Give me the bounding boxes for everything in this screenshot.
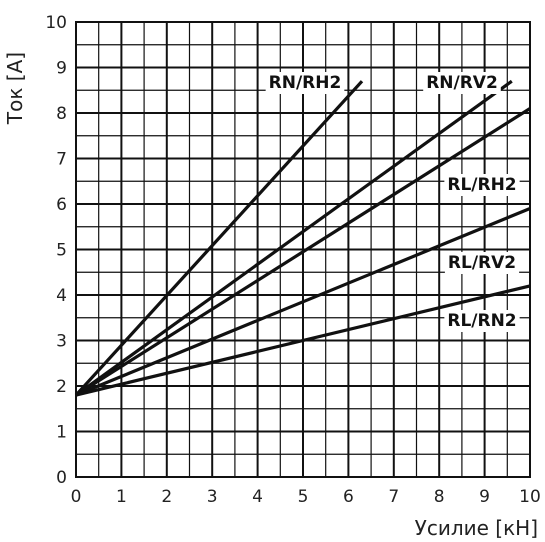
x-tick-label: 9: [479, 487, 490, 507]
y-tick-label: 10: [45, 13, 67, 33]
y-tick-label: 7: [56, 150, 67, 170]
series-label-background: [423, 72, 501, 94]
series-label-background: [444, 252, 520, 274]
plot-frame: [75, 21, 531, 478]
series-line-rn-rv2: [75, 79, 513, 397]
series-label-background: [444, 174, 520, 196]
y-tick-label: 9: [56, 59, 67, 79]
series-label-background: [265, 72, 345, 94]
series-lines: [74, 79, 531, 397]
y-tick-label: 3: [56, 332, 67, 352]
x-tick-label: 0: [71, 487, 82, 507]
series-label-rl-rh2: RL/RH2: [447, 175, 516, 195]
x-tick-label: 2: [161, 487, 172, 507]
y-tick-label: 4: [56, 286, 67, 306]
y-tick-label: 6: [56, 195, 67, 215]
y-axis-label: Ток [А]: [3, 52, 27, 125]
x-tick-labels: 0 1 2 3 4 5 6 7 8 9 10: [71, 487, 541, 507]
series-label-rn-rh2: RN/RH2: [269, 73, 342, 93]
series-line-rl-rh2: [75, 107, 531, 397]
y-tick-labels: 0 1 2 3 4 5 6 7 8 9 10: [45, 13, 67, 488]
x-tick-label: 4: [252, 487, 263, 507]
x-tick-label: 5: [298, 487, 309, 507]
series-label-rl-rv2: RL/RV2: [448, 253, 516, 273]
y-tick-label: 5: [56, 241, 67, 261]
y-tick-label: 2: [56, 377, 67, 397]
x-tick-label: 10: [519, 487, 541, 507]
x-tick-label: 1: [116, 487, 127, 507]
series-label-rl-rn2: RL/RN2: [447, 311, 516, 331]
x-axis-label: Усилие [кН]: [415, 516, 538, 540]
series-line-rn-rh2: [74, 80, 364, 397]
x-tick-label: 8: [434, 487, 445, 507]
series-line-rl-rv2: [75, 207, 531, 397]
series-line-rl-rn2: [75, 284, 531, 397]
series-labels: RN/RH2 RN/RV2 RL/RH2 RL/RV2 RL/RN2: [265, 72, 520, 332]
x-tick-label: 7: [388, 487, 399, 507]
y-tick-label: 1: [56, 423, 67, 443]
x-tick-label: 6: [343, 487, 354, 507]
series-label-background: [444, 310, 520, 332]
y-tick-label: 8: [56, 104, 67, 124]
series-label-rn-rv2: RN/RV2: [426, 73, 498, 93]
x-tick-label: 3: [207, 487, 218, 507]
y-tick-label: 0: [56, 468, 67, 488]
